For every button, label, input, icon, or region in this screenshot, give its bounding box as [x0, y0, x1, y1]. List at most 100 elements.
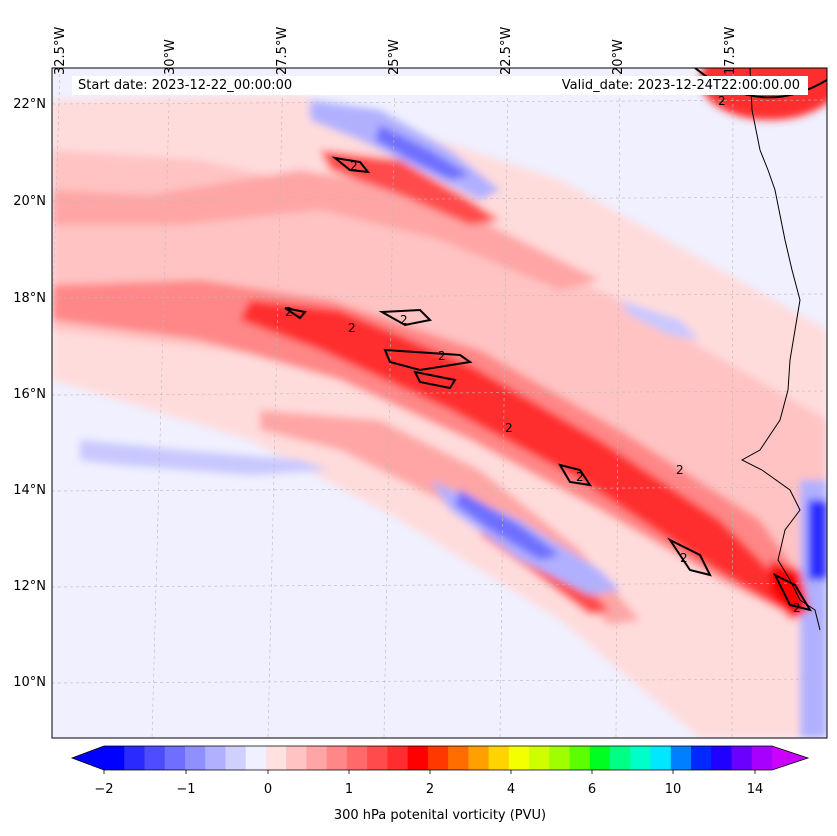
lat-label: 20°N — [13, 194, 46, 209]
grid-lon-30 — [151, 68, 171, 738]
contour-label: 2 — [676, 463, 684, 477]
colorbar-extend-low — [72, 746, 104, 770]
pv-mid-band — [52, 280, 810, 620]
valid-date: Valid_date: 2023-12-24T22:00:00.00 — [561, 78, 800, 93]
colorbar-segment — [205, 746, 226, 770]
graticule — [52, 68, 827, 738]
colorbar-segment — [448, 746, 469, 770]
colorbar-segment — [326, 746, 348, 770]
lat-label: 14°N — [13, 483, 46, 498]
lon-label: 25°W — [387, 39, 402, 75]
grid-lon-22-5 — [499, 68, 509, 738]
contour-2 — [284, 307, 307, 320]
pv-upper-band — [52, 170, 600, 290]
colorbar-tick-label: 2 — [425, 782, 435, 797]
pv-neg-upper-core — [375, 125, 470, 180]
colorbar-segment — [670, 746, 692, 770]
lat-label: 12°N — [13, 579, 46, 594]
colorbar-segment — [711, 746, 733, 770]
contour-label: 2 — [718, 94, 726, 108]
colorbar-segment — [346, 746, 368, 770]
lon-label: 20°W — [611, 39, 626, 75]
colorbar-segment — [630, 746, 652, 770]
header-box: Start date: 2023-12-22_00:00:00 Valid_da… — [72, 76, 808, 95]
colorbar-segment — [589, 746, 611, 770]
contour-4 — [383, 348, 473, 372]
contour-label: 2 — [400, 313, 408, 327]
colorbar-segment — [610, 746, 631, 770]
africa-coastline — [740, 68, 821, 631]
map-area: 2 2 2 2 2 2 2 2 2 2 2 — [52, 68, 827, 738]
grid-lon-17-5 — [731, 68, 734, 738]
colorbar-segment — [407, 746, 429, 770]
contour-label: 2 — [348, 321, 356, 335]
colorbar-segment — [751, 746, 773, 770]
colorbar-tick-label: 10 — [664, 782, 682, 797]
colorbar-segment — [427, 746, 449, 770]
start-date: Start date: 2023-12-22_00:00:00 — [78, 78, 293, 93]
colorbar-segment — [650, 746, 672, 770]
colorbar-segment — [387, 746, 409, 770]
contour-label: 2 — [505, 421, 513, 435]
contour-label: 2 — [576, 470, 584, 484]
grid-lon-25 — [383, 68, 396, 738]
lon-label: 17.5°W — [723, 26, 738, 75]
contour-1 — [331, 156, 371, 174]
colorbar-segment — [569, 746, 591, 770]
lon-label: 32.5°W — [53, 26, 68, 75]
pv-coast-max — [770, 560, 810, 620]
pv-field — [52, 68, 827, 738]
pv-neg-mid — [620, 300, 700, 340]
contour-8 — [772, 572, 813, 612]
colorbar-segment — [286, 746, 307, 770]
lat-label: 18°N — [13, 291, 46, 306]
grid-lon-27-5 — [267, 68, 284, 738]
contour-label: 2 — [680, 551, 688, 565]
pv-neg-west — [80, 440, 330, 475]
colorbar-segment — [184, 746, 206, 770]
pv-neg-lower-core — [455, 490, 560, 560]
contour-7 — [667, 537, 712, 577]
colorbar-segment — [549, 746, 571, 770]
colorbar-segment — [306, 746, 328, 770]
colorbar-segment — [104, 746, 125, 770]
lon-label: 27.5°W — [275, 26, 290, 75]
colorbar-tick-label: 4 — [506, 782, 516, 797]
pv-neg-coast-core — [808, 500, 827, 580]
colorbar-segment — [731, 746, 753, 770]
colorbar-tick-label: −2 — [94, 782, 114, 797]
lon-label: 30°W — [163, 39, 178, 75]
lat-label: 22°N — [13, 97, 46, 112]
grid-lon-20 — [615, 68, 621, 738]
map-frame — [51, 67, 828, 739]
colorbar-extend-high — [772, 746, 808, 770]
contour-6 — [557, 463, 593, 487]
colorbar-segment — [124, 746, 145, 770]
contour-label: 2 — [350, 159, 358, 173]
contour-5 — [413, 370, 457, 390]
colorbar-segment — [529, 746, 550, 770]
contour-3 — [378, 308, 433, 327]
colorbar-segment — [225, 746, 247, 770]
contour-label: 2 — [793, 601, 801, 615]
colorbar-tick-label: 6 — [587, 782, 597, 797]
colorbar-segment — [488, 746, 510, 770]
colorbar-segment — [367, 746, 388, 770]
colorbar-tick-label: 14 — [746, 782, 764, 797]
colorbar-tick-label: 1 — [344, 782, 354, 797]
colorbar-segment — [468, 746, 490, 770]
contour-label: 2 — [285, 305, 293, 319]
colorbar-segment — [508, 746, 530, 770]
colorbar-segment — [144, 746, 166, 770]
colorbar-tick-label: 0 — [263, 782, 273, 797]
colorbar-title: 300 hPa potenital vorticity (PVU) — [333, 808, 547, 823]
contour-label: 2 — [438, 349, 446, 363]
colorbar — [70, 745, 810, 774]
lon-label: 22.5°W — [499, 26, 514, 75]
colorbar-segment — [245, 746, 267, 770]
colorbar-segment — [265, 746, 287, 770]
lat-label: 16°N — [13, 387, 46, 402]
colorbar-segment — [691, 746, 712, 770]
colorbar-tick-label: −1 — [176, 782, 196, 797]
